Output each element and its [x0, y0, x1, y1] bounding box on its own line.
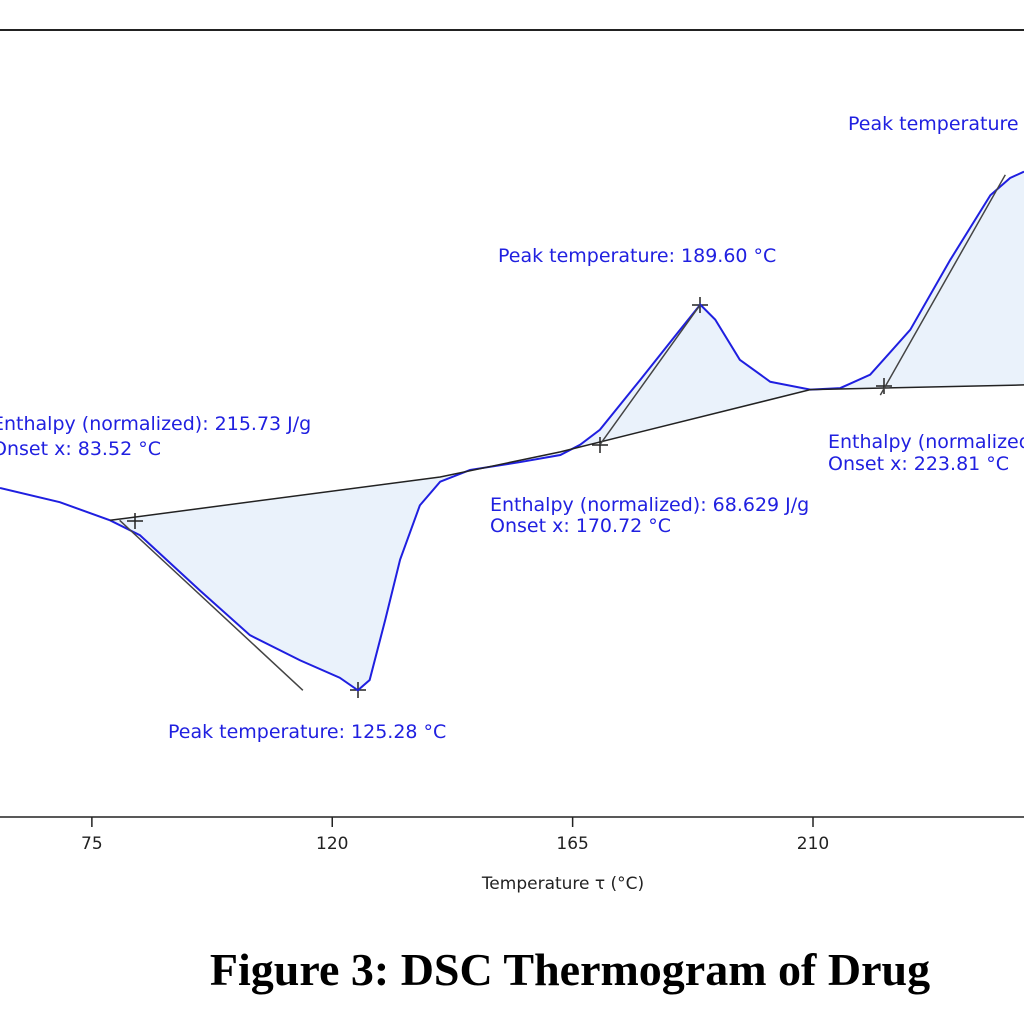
- peak-area: [110, 171, 1024, 691]
- annotation: Onset x: 83.52 °C: [0, 438, 161, 460]
- annotation: Peak temperature: [848, 113, 1019, 135]
- annotation: Enthalpy (normalized): 215.73 J/g: [0, 413, 311, 435]
- onset-marker: [592, 437, 608, 453]
- onset-marker: [876, 378, 892, 394]
- annotation: Onset x: 170.72 °C: [490, 515, 671, 537]
- dsc-curve: [0, 170, 1024, 692]
- caption: Figure 3: DSC Thermogram of Drug: [210, 944, 930, 995]
- annotation: Peak temperature: 189.60 °C: [498, 245, 776, 267]
- x-tick-label: 120: [316, 834, 348, 854]
- x-tick-label: 210: [797, 834, 829, 854]
- x-tick-label: 165: [556, 834, 588, 854]
- annotation: Enthalpy (normalized): 68.629 J/g: [490, 494, 809, 516]
- annotation: Enthalpy (normalized): [828, 431, 1024, 453]
- x-axis-label: Temperature τ (°C): [481, 874, 644, 894]
- onset-marker: [127, 513, 143, 529]
- tangent-line: [119, 174, 1006, 691]
- x-tick-label: 75: [81, 834, 103, 854]
- baseline: [109, 384, 1024, 522]
- annotation: Onset x: 223.81 °C: [828, 453, 1009, 475]
- annotation: Peak temperature: 125.28 °C: [168, 721, 446, 743]
